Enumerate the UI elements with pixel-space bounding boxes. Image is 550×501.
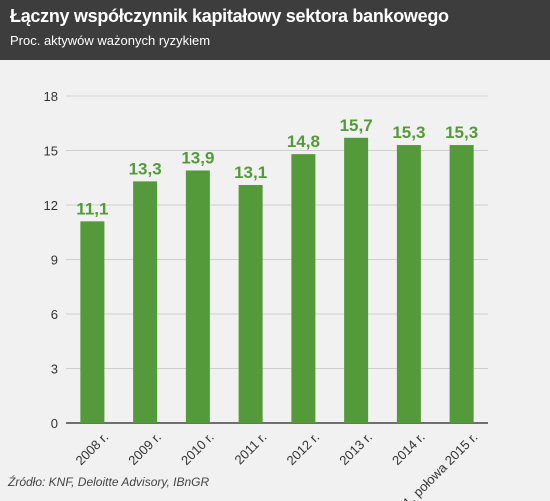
y-tick-label: 6 <box>51 307 58 322</box>
bar <box>396 145 421 424</box>
bar <box>238 185 263 423</box>
bar-value-label: 14,8 <box>287 132 320 151</box>
y-tick-label: 12 <box>44 198 58 213</box>
bar-value-label: 13,1 <box>234 163 267 182</box>
x-tick-label: 2014 r. <box>389 429 428 468</box>
x-tick-label: 2008 r. <box>73 429 112 468</box>
x-tick-label: 2010 r. <box>178 429 217 468</box>
bar <box>80 221 105 423</box>
bar <box>291 154 316 423</box>
chart-header: Łączny współczynnik kapitałowy sektora b… <box>0 0 550 60</box>
x-tick-label: 2011 r. <box>231 429 269 467</box>
bar <box>133 181 158 423</box>
bar <box>344 137 369 424</box>
y-tick-label: 0 <box>51 416 58 431</box>
bar <box>185 170 210 423</box>
bar-value-label: 15,3 <box>392 123 425 142</box>
bar-value-label: 13,9 <box>181 148 214 167</box>
y-tick-label: 3 <box>51 362 58 377</box>
x-tick-label: 2012 r. <box>284 429 323 468</box>
y-tick-label: 9 <box>51 253 58 268</box>
chart-subtitle: Proc. aktywów ważonych ryzykiem <box>10 33 211 48</box>
y-tick-label: 18 <box>44 89 58 104</box>
y-tick-label: 15 <box>44 144 58 159</box>
bar <box>449 145 474 424</box>
bar-value-label: 13,3 <box>129 159 162 178</box>
bar-value-label: 15,7 <box>340 116 373 135</box>
source-note: Źródło: KNF, Deloitte Advisory, IBnGR <box>8 475 210 489</box>
bar-value-label: 15,3 <box>445 123 478 142</box>
x-tick-label: 2013 r. <box>336 429 375 468</box>
x-tick-label: 2009 r. <box>125 429 164 468</box>
bar-value-label: 11,1 <box>76 199 108 218</box>
chart-title: Łączny współczynnik kapitałowy sektora b… <box>10 6 449 26</box>
